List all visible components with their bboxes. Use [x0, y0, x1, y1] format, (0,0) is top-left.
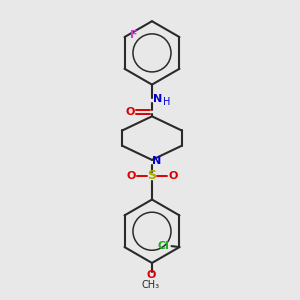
Text: O: O	[127, 171, 136, 181]
Text: O: O	[146, 270, 156, 280]
Text: F: F	[130, 30, 137, 40]
Text: S: S	[148, 169, 157, 182]
Text: O: O	[125, 107, 135, 117]
Text: Cl: Cl	[158, 241, 169, 251]
Text: H: H	[163, 98, 170, 107]
Text: N: N	[152, 156, 162, 166]
Text: N: N	[153, 94, 163, 104]
Text: O: O	[168, 171, 178, 181]
Text: CH₃: CH₃	[142, 280, 160, 290]
